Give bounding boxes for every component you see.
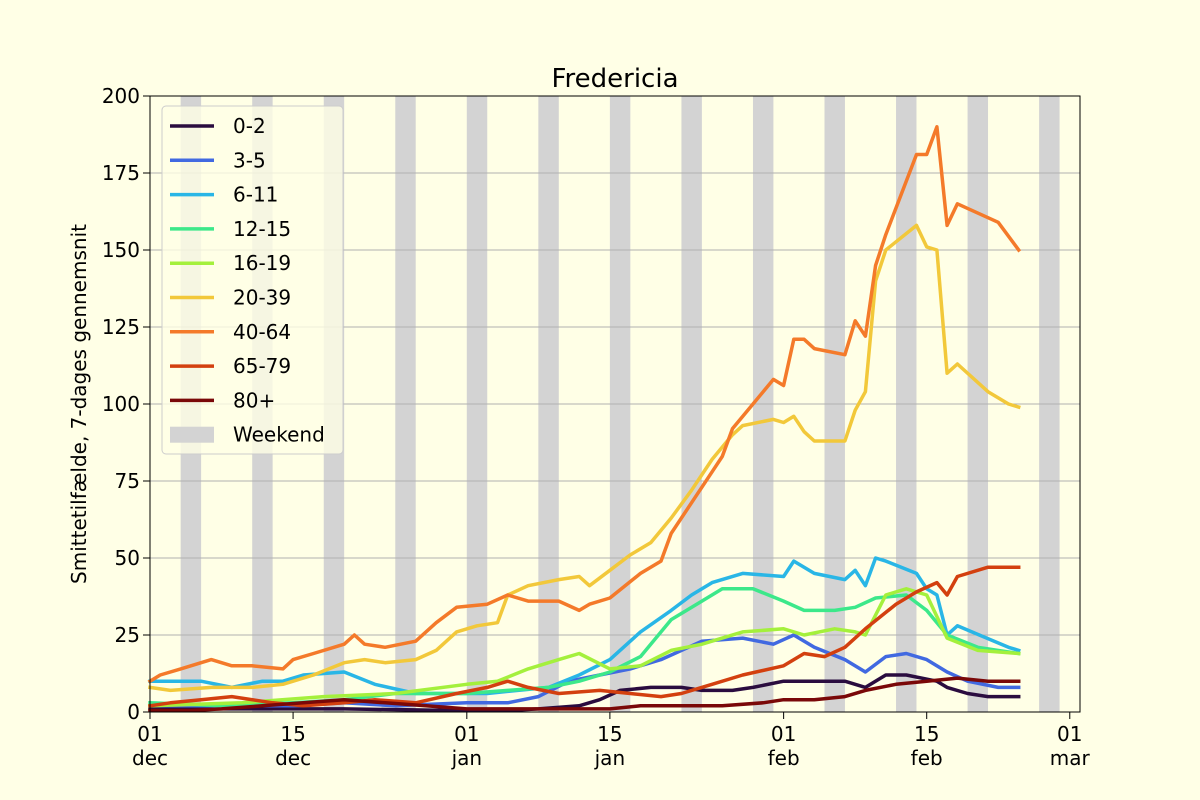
series-line-80+ [148,676,1021,713]
x-tick-month-label: jan [451,746,483,770]
x-tick-month-label: mar [1050,746,1091,770]
x-tick-day-label: 15 [597,722,622,746]
series-line-3-5 [148,633,1021,708]
y-tick-label: 175 [102,161,140,185]
legend-label: 40-64 [233,320,291,344]
y-tick-label: 200 [102,84,140,108]
y-tick-label: 150 [102,238,140,262]
legend-label: 80+ [233,388,275,412]
y-tick-label: 0 [127,700,140,724]
legend-label: 16-19 [233,251,291,275]
y-tick-label: 100 [102,392,140,416]
legend: 0-2 3-5 6-11 12-15 16-19 20-39 40-64 65-79 80+ We… [161,105,344,455]
chart-title: Fredericia [551,64,678,94]
series-line-40-64 [147,125,1022,684]
series-lines [147,125,1022,713]
series-line-6-11 [148,556,1021,696]
x-tick-day-label: 01 [1057,722,1082,746]
series-line-65-79 [148,565,1021,708]
series-line-20-39 [148,223,1021,693]
legend-swatch-weekend [170,426,214,443]
x-tick-day-label: 01 [454,722,479,746]
legend-label: 3-5 [233,148,266,172]
y-tick-label: 125 [102,315,140,339]
y-axis-label: Smittetilfælde, 7-dages gennemsnit [67,224,91,584]
x-tick-day-label: 15 [914,722,939,746]
x-tick-month-label: dec [275,746,311,770]
series-line-16-19 [148,587,1021,708]
x-tick-month-label: dec [132,746,168,770]
x-tick-month-label: jan [594,746,626,770]
y-tick-label: 75 [115,469,140,493]
y-tick-label: 25 [115,623,140,647]
x-tick-day-label: 01 [137,722,162,746]
x-tick-day-label: 15 [280,722,305,746]
legend-label-weekend: Weekend [233,423,325,447]
legend-label: 0-2 [233,114,266,138]
legend-label: 65-79 [233,354,291,378]
x-tick-day-label: 01 [771,722,796,746]
y-tick-label: 50 [115,546,140,570]
x-tick-month-label: feb [768,746,800,770]
legend-label: 6-11 [233,183,278,207]
legend-label: 12-15 [233,217,291,241]
y-axis: 0 25 50 75 100 125 150 175 200 [102,84,150,724]
legend-label: 20-39 [233,286,291,310]
x-tick-month-label: feb [911,746,943,770]
